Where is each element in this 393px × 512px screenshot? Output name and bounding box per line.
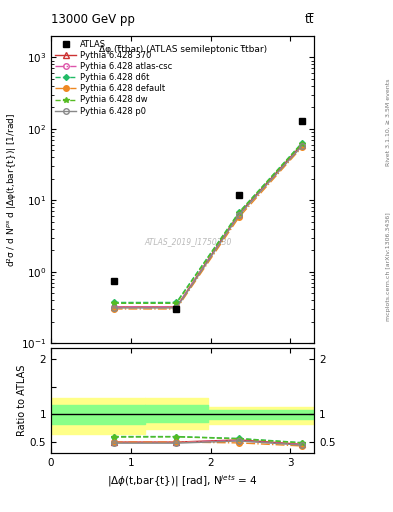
Y-axis label: d²σ / d N$^{ps}$ d |Δφ(t,bar{t})| [1/rad]: d²σ / d N$^{ps}$ d |Δφ(t,bar{t})| [1/rad…	[5, 112, 18, 267]
Text: 13000 GeV pp: 13000 GeV pp	[51, 13, 135, 26]
Text: Δφ (t̅tbar) (ATLAS semileptonic t̅tbar): Δφ (t̅tbar) (ATLAS semileptonic t̅tbar)	[99, 45, 267, 54]
Text: Rivet 3.1.10, ≥ 3.5M events: Rivet 3.1.10, ≥ 3.5M events	[386, 78, 391, 165]
Y-axis label: Ratio to ATLAS: Ratio to ATLAS	[17, 365, 27, 436]
X-axis label: |$\Delta\phi$(t,bar{t})| [rad], N$^{jets}$ = 4: |$\Delta\phi$(t,bar{t})| [rad], N$^{jets…	[107, 474, 258, 489]
Text: ATLAS_2019_I1750330: ATLAS_2019_I1750330	[144, 237, 232, 246]
Text: mcplots.cern.ch [arXiv:1306.3436]: mcplots.cern.ch [arXiv:1306.3436]	[386, 212, 391, 321]
Legend: ATLAS, Pythia 6.428 370, Pythia 6.428 atlas-csc, Pythia 6.428 d6t, Pythia 6.428 : ATLAS, Pythia 6.428 370, Pythia 6.428 at…	[53, 38, 174, 117]
Text: tt̅: tt̅	[305, 13, 314, 26]
